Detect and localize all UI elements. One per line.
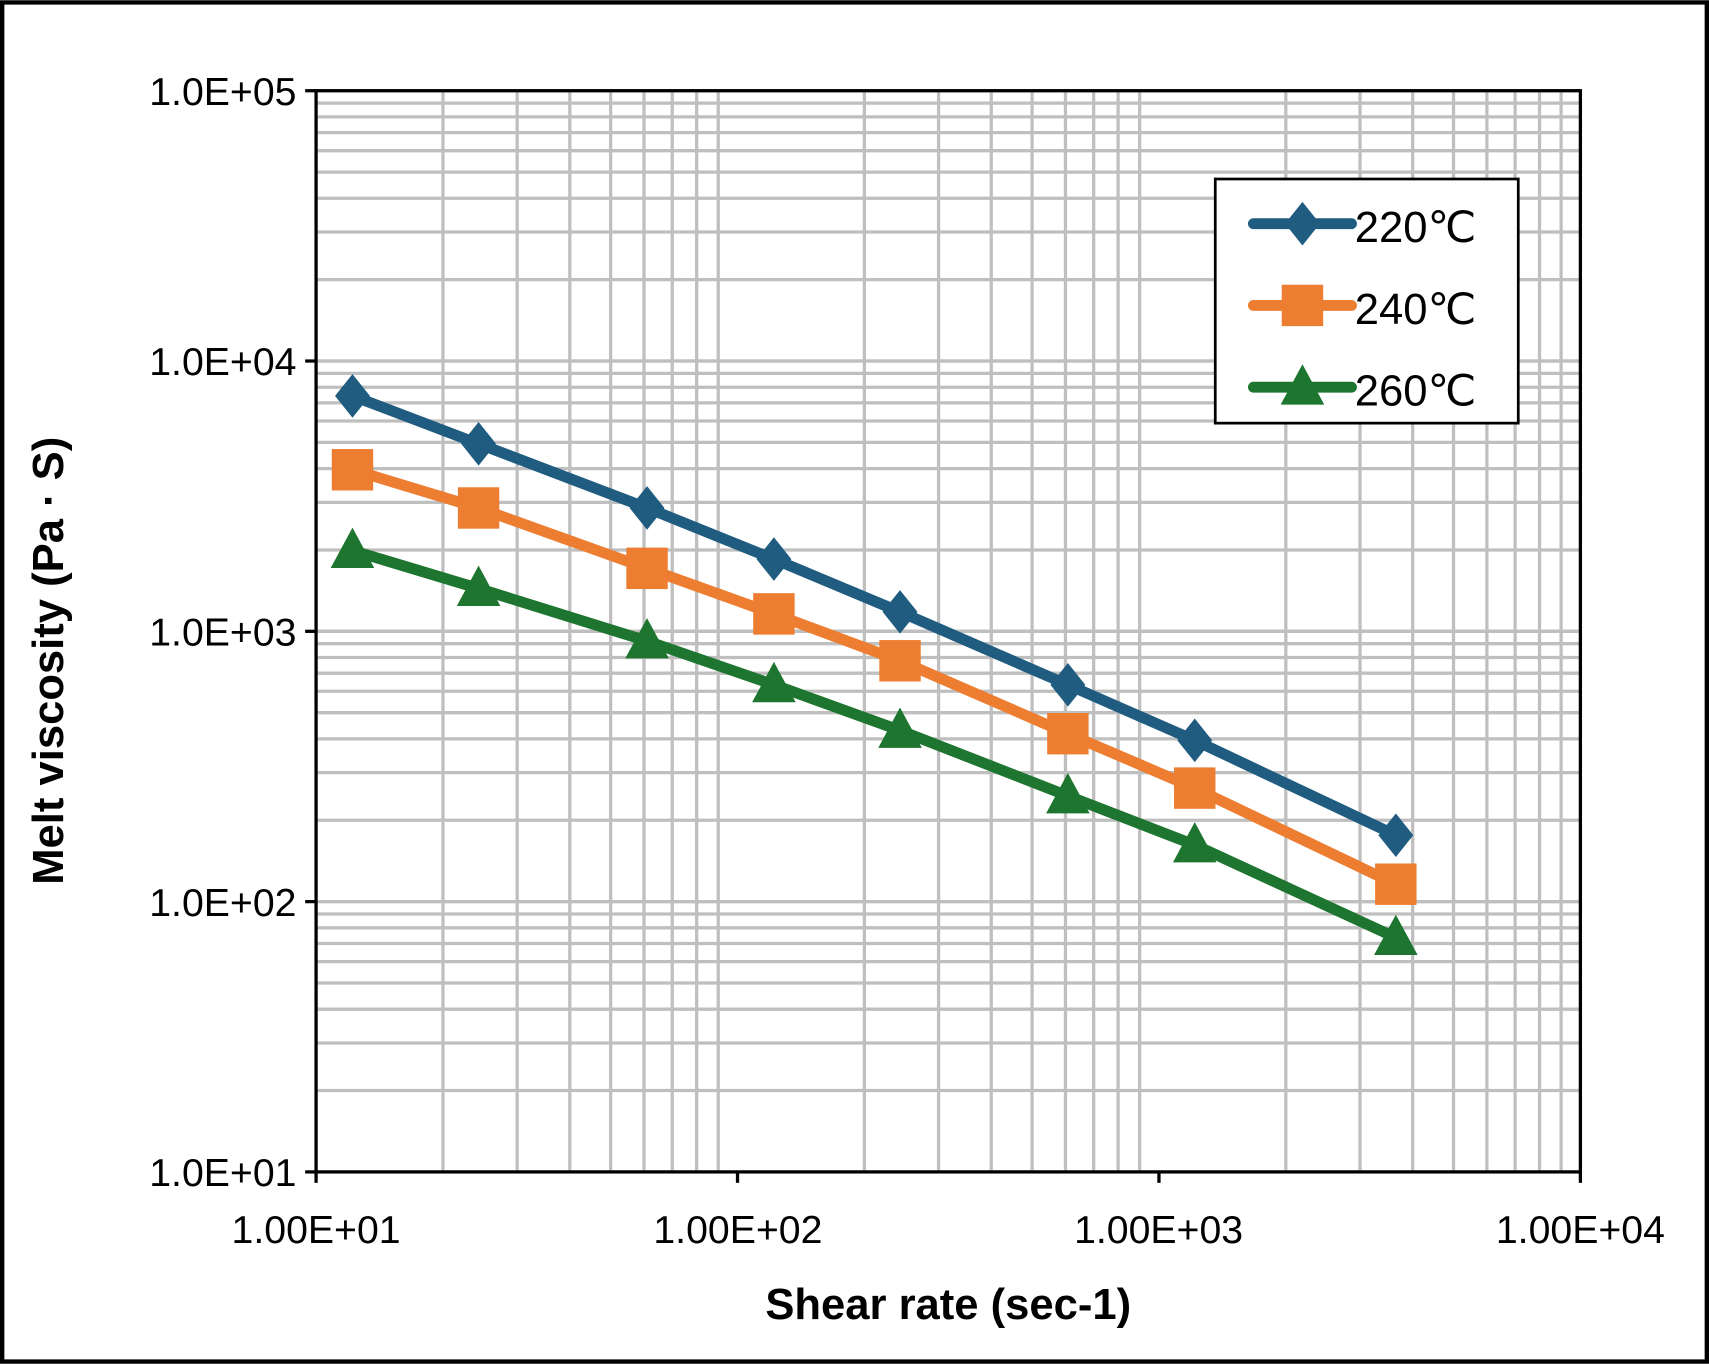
data-point-triangle: [330, 527, 375, 568]
legend-label-220: 220℃: [1355, 204, 1477, 252]
data-point-square: [1174, 767, 1216, 809]
data-point-square: [753, 593, 795, 635]
x-tick-label: 1.00E+04: [1496, 1208, 1665, 1252]
legend: 220℃ 240℃ 260℃: [1213, 177, 1520, 425]
legend-label-260: 260℃: [1355, 368, 1477, 416]
series-240: [331, 449, 1417, 905]
x-tick-label: 1.00E+02: [653, 1208, 822, 1252]
series-line: [350, 464, 1399, 890]
series-260: [330, 527, 1418, 956]
y-tick-label: 1.0E+01: [149, 1151, 296, 1195]
data-point-triangle: [878, 707, 922, 748]
data-point-triangle: [1046, 773, 1090, 814]
legend-label-240: 240℃: [1355, 286, 1477, 334]
triangle-icon: [1280, 364, 1325, 405]
data-point-triangle: [752, 661, 796, 703]
data-point-square: [1375, 863, 1417, 905]
x-axis-label: Shear rate (sec-1): [765, 1281, 1131, 1329]
data-point-diamond: [461, 422, 497, 466]
y-tick-labels: 1.0E+01 1.0E+02 1.0E+03 1.0E+04 1.0E+05: [149, 70, 296, 1195]
series-line: [350, 390, 1399, 841]
data-point-diamond: [756, 537, 792, 581]
y-axis-label: Melt viscosity (Pa · S): [25, 437, 73, 885]
series-220: [335, 374, 1414, 858]
data-point-triangle: [1374, 914, 1418, 956]
data-point-diamond: [1378, 813, 1414, 858]
y-tick-label: 1.0E+03: [149, 610, 296, 654]
data-point-diamond: [335, 374, 370, 418]
data-point-triangle: [625, 618, 669, 659]
data-point-square: [626, 547, 668, 590]
data-point-square: [1047, 713, 1089, 755]
series-line: [350, 545, 1399, 943]
data-point-diamond: [629, 486, 665, 530]
data-point-square: [457, 487, 500, 529]
data-point-triangle: [456, 565, 501, 606]
y-tick-label: 1.0E+04: [149, 340, 296, 384]
data-point-triangle: [1172, 822, 1217, 863]
x-tick-labels: 1.00E+01 1.00E+02 1.00E+03 1.00E+04: [232, 1208, 1665, 1252]
data-point-square: [879, 640, 921, 682]
series-group: [330, 374, 1418, 956]
data-point-square: [331, 449, 374, 491]
y-tick-label: 1.0E+02: [149, 881, 296, 925]
y-tick-label: 1.0E+05: [149, 70, 296, 114]
x-tick-label: 1.00E+03: [1074, 1208, 1243, 1252]
square-icon: [1281, 284, 1324, 327]
ticks: [305, 89, 1583, 1183]
x-tick-label: 1.00E+01: [232, 1208, 401, 1252]
data-point-diamond: [882, 590, 918, 634]
